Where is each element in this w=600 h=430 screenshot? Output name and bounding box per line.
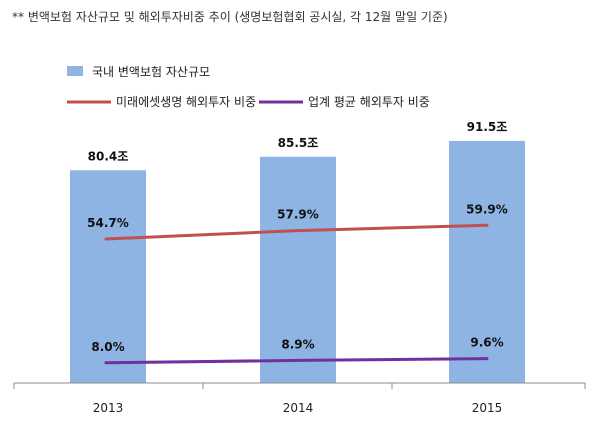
line-label-1-2013: 54.7% [87,216,129,230]
x-axis: 2013 2014 2015 [13,382,586,415]
series-line-2 [104,357,489,365]
bar-label-2014: 85.5조 [278,136,319,150]
chart-note: ** 변액보험 자산규모 및 해외투자비중 추이 (생명보험협회 공시실, 각 … [12,10,448,24]
legend-line-label-1: 미래에셋생명 해외투자 비중 [116,95,256,109]
lines-group [104,223,489,365]
legend-bar-swatch [67,66,83,76]
x-tick-label-2013: 2013 [93,401,124,415]
line-label-2-2014: 8.9% [281,337,314,351]
data-labels-group: 80.4조 85.5조 91.5조 54.7% 57.9% 59.9% 8.0% 8.9% 9.… [87,120,508,354]
line-label-2-2015: 9.6% [470,336,503,350]
line-label-2-2013: 8.0% [91,340,124,354]
line-label-1-2015: 59.9% [466,202,508,216]
series-line-1 [104,223,489,241]
x-tick-label-2015: 2015 [472,401,503,415]
bars-group [70,140,525,383]
bar-2015 [449,140,525,383]
bar-label-2015: 91.5조 [467,120,508,134]
bar-label-2013: 80.4조 [88,149,129,163]
legend-bar-label: 국내 변액보험 자산규모 [92,65,210,79]
x-tick-label-2014: 2014 [283,401,314,415]
bar-2013 [70,170,146,383]
line-label-1-2014: 57.9% [277,208,319,222]
bar-2014 [260,156,336,383]
legend-line-label-2: 업계 평균 해외투자 비중 [308,95,430,109]
